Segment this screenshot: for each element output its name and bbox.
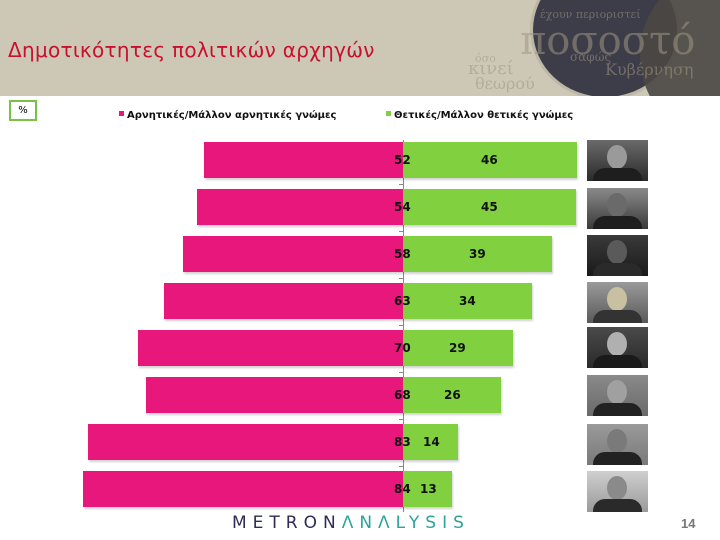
- legend-label: Αρνητικές/Μάλλον αρνητικές γνώμες: [127, 110, 337, 121]
- value-negative: 83: [394, 435, 411, 449]
- value-negative: 63: [394, 294, 411, 308]
- bar-positive: [403, 377, 501, 413]
- unit-badge: %: [9, 100, 37, 121]
- value-positive: 34: [459, 294, 476, 308]
- bar-negative: [183, 236, 403, 272]
- slide-header: έχουν περιοριστεί ποσοστό όσο σαφώς κινε…: [0, 0, 720, 96]
- page-number: 14: [681, 516, 696, 531]
- axis-tick: [399, 419, 404, 420]
- axis-tick: [399, 466, 404, 467]
- metron-analysis-logo: METRONΛNΛLYSIS: [232, 513, 470, 533]
- value-negative: 84: [394, 482, 411, 496]
- legend-positive: Θετικές/Μάλλον θετικές γνώμες: [386, 110, 573, 121]
- leader-photo-3: [587, 235, 648, 276]
- leader-photo-2: [587, 188, 648, 229]
- value-positive: 46: [481, 153, 498, 167]
- bar-positive: [403, 142, 577, 178]
- value-positive: 14: [423, 435, 440, 449]
- leader-photo-4: [587, 282, 648, 323]
- axis-tick: [399, 231, 404, 232]
- value-positive: 29: [449, 341, 466, 355]
- bar-positive: [403, 471, 452, 507]
- bar-negative: [83, 471, 403, 507]
- bar-negative: [204, 142, 403, 178]
- bar-negative: [138, 330, 403, 366]
- value-negative: 54: [394, 200, 411, 214]
- value-positive: 13: [420, 482, 437, 496]
- bar-positive: [403, 189, 576, 225]
- legend-swatch-negative-icon: [119, 111, 124, 116]
- page-title: Δημοτικότητες πολιτικών αρχηγών: [8, 38, 375, 62]
- bar-positive: [403, 330, 513, 366]
- axis-tick: [399, 325, 404, 326]
- axis-tick: [399, 372, 404, 373]
- logo-part-metron: METRON: [232, 513, 342, 533]
- value-negative: 68: [394, 388, 411, 402]
- axis-tick: [399, 278, 404, 279]
- bg-word: όσο: [475, 52, 496, 65]
- zero-axis: [403, 140, 404, 512]
- decorative-magnifier-graphic: έχουν περιοριστεί ποσοστό όσο σαφώς κινε…: [430, 0, 720, 96]
- bg-word: σαφώς: [570, 50, 612, 64]
- bg-word: ποσοστό: [520, 18, 696, 64]
- logo-part-analysis: ΛNΛLYSIS: [341, 513, 470, 533]
- bar-negative: [88, 424, 403, 460]
- leader-photo-7: [587, 424, 648, 465]
- axis-tick: [399, 184, 404, 185]
- leader-photo-6: [587, 375, 648, 416]
- bg-word: έχουν περιοριστεί: [540, 8, 641, 21]
- bg-word: θεωρού: [475, 74, 535, 93]
- bar-negative: [197, 189, 403, 225]
- bar-positive: [403, 424, 458, 460]
- bg-word: κινεί: [468, 58, 514, 79]
- bar-positive: [403, 283, 532, 319]
- value-negative: 58: [394, 247, 411, 261]
- bar-positive: [403, 236, 552, 272]
- leader-photo-1: [587, 140, 648, 181]
- legend-label: Θετικές/Μάλλον θετικές γνώμες: [394, 110, 574, 121]
- leader-photo-5: [587, 327, 648, 368]
- value-negative: 70: [394, 341, 411, 355]
- bar-negative: [164, 283, 403, 319]
- legend-negative: Αρνητικές/Μάλλον αρνητικές γνώμες: [119, 110, 336, 121]
- value-positive: 39: [469, 247, 486, 261]
- leader-photo-8: [587, 471, 648, 512]
- bar-negative: [146, 377, 403, 413]
- magnifier-shadow: [640, 0, 720, 96]
- value-positive: 26: [444, 388, 461, 402]
- legend-swatch-positive-icon: [386, 111, 391, 116]
- bg-word: Κυβέρνηση: [605, 60, 694, 79]
- value-negative: 52: [394, 153, 411, 167]
- value-positive: 45: [481, 200, 498, 214]
